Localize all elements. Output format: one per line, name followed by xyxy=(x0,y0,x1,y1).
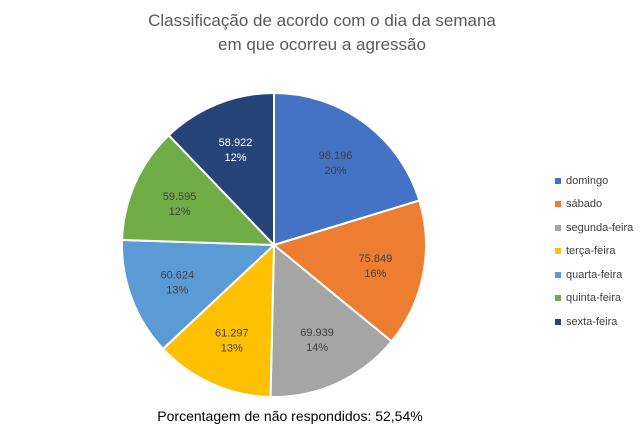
data-label-value-quinta-feira: 59.595 xyxy=(163,191,197,203)
legend-item-segunda-feira: segunda-feira xyxy=(555,216,633,240)
data-label-value-sexta-feira: 58.922 xyxy=(219,137,253,149)
chart-title: Classificação de acordo com o dia da sem… xyxy=(0,9,644,57)
data-label-percent-sexta-feira: 12% xyxy=(224,152,246,164)
legend-label: quarta-feira xyxy=(566,268,623,281)
legend-label: domingo xyxy=(566,174,609,187)
legend-swatch xyxy=(555,271,561,278)
data-label-percent-domingo: 20% xyxy=(324,165,346,177)
data-label-percent-quinta-feira: 12% xyxy=(169,206,191,218)
legend-item-terça-feira: terça-feira xyxy=(555,240,633,264)
pie-slice-quarta-feira xyxy=(121,238,277,351)
pie-slice-sexta-feira xyxy=(167,91,275,248)
legend-swatch xyxy=(555,295,561,302)
legend-swatch xyxy=(555,224,561,231)
data-label-value-quarta-feira: 60.624 xyxy=(160,269,194,281)
legend: domingo sábado segunda-feira terça-feira qua… xyxy=(555,169,633,334)
data-label-percent-segunda-feira: 14% xyxy=(306,342,328,354)
pie-slice-terça-feira xyxy=(161,242,276,398)
footnote: Porcentagem de não respondidos: 52,54% xyxy=(157,408,423,424)
data-label-value-domingo: 98.196 xyxy=(319,150,353,162)
legend-label: quinta-feira xyxy=(566,292,622,305)
legend-item-domingo: domingo xyxy=(555,169,633,193)
legend-label: segunda-feira xyxy=(566,221,634,234)
data-label-value-terça-feira: 61.297 xyxy=(215,327,249,339)
legend-swatch xyxy=(555,201,561,208)
legend-label: sexta-feira xyxy=(566,315,618,328)
pie-slice-domingo xyxy=(273,91,421,247)
data-label-value-segunda-feira: 69.939 xyxy=(300,327,334,339)
pie-slice-segunda-feira xyxy=(269,242,393,398)
data-label-percent-terça-feira: 13% xyxy=(221,342,243,354)
data-label-percent-quarta-feira: 13% xyxy=(166,284,188,296)
pie-slice-sábado xyxy=(271,199,427,343)
data-label-percent-sábado: 16% xyxy=(364,268,386,280)
chart-title-line-1: Classificação de acordo com o dia da sem… xyxy=(148,11,496,30)
legend-item-quinta-feira: quinta-feira xyxy=(555,287,633,311)
data-label-value-sábado: 75.849 xyxy=(359,253,393,265)
legend-item-sexta-feira: sexta-feira xyxy=(555,310,633,334)
legend-label: sábado xyxy=(566,198,603,211)
legend-item-quarta-feira: quarta-feira xyxy=(555,263,633,287)
legend-swatch xyxy=(555,318,561,325)
legend-swatch xyxy=(555,177,561,184)
legend-item-sábado: sábado xyxy=(555,193,633,217)
legend-swatch xyxy=(555,248,561,255)
pie-slice-quinta-feira xyxy=(121,133,277,247)
chart-title-line-2: em que ocorreu a agressão xyxy=(218,35,426,54)
legend-label: terça-feira xyxy=(566,245,616,258)
